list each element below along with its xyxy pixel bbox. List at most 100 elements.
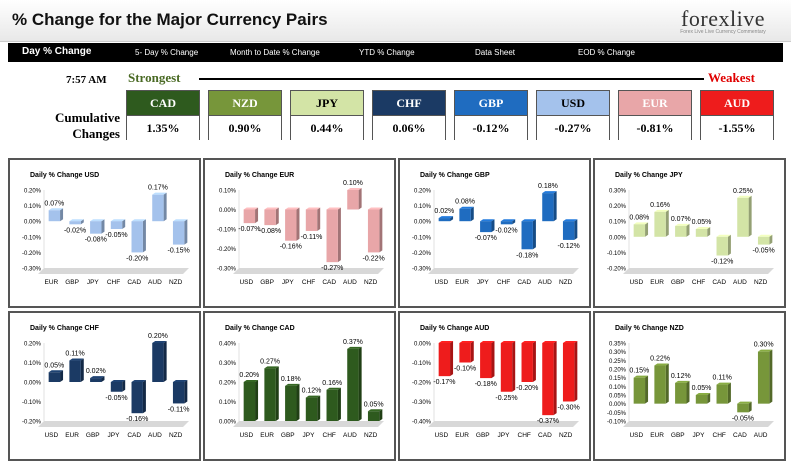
data-label: 0.12% <box>302 388 322 395</box>
x-tick-label: GBP <box>281 432 295 439</box>
chart-title: Daily % Change CHF <box>30 325 100 332</box>
x-tick-label: GBP <box>671 432 685 439</box>
chart-floor <box>428 268 579 274</box>
tab-5day-change[interactable]: 5- Day % Change <box>135 48 199 57</box>
bar-top <box>562 341 578 343</box>
x-tick-label: USD <box>629 432 643 439</box>
bar-side <box>512 341 516 392</box>
y-tick-label: 0.00% <box>219 420 237 426</box>
logo-subtitle: Forex Live Live Currency Commentary <box>680 29 766 35</box>
bar-nzd <box>562 343 575 402</box>
y-tick-label: -0.10% <box>412 235 432 241</box>
bar-side <box>275 207 279 226</box>
x-tick-label: EUR <box>650 432 664 439</box>
forexlive-logo[interactable]: forexlive Forex Live Live Currency Comme… <box>673 6 773 36</box>
bar-usd <box>438 343 451 377</box>
currency-box-usd: USD -0.27% <box>536 90 610 140</box>
bar-top <box>737 401 752 404</box>
bar-side <box>379 409 383 421</box>
bar-top <box>542 191 557 194</box>
bar-side <box>450 341 454 377</box>
data-label: 0.30% <box>754 342 774 349</box>
data-label: 0.27% <box>260 358 280 365</box>
bar-side <box>80 219 84 225</box>
bar-usd <box>633 224 646 237</box>
tab-month-to-date[interactable]: Month to Date % Change <box>230 48 320 57</box>
x-tick-label: USD <box>434 279 448 286</box>
x-tick-label: CHF <box>692 279 705 286</box>
chart-floor <box>233 268 384 274</box>
y-tick-label: -0.30% <box>22 267 42 273</box>
y-tick-label: -0.10% <box>607 251 627 257</box>
y-tick-label: 0.00% <box>609 235 627 241</box>
bar-aud <box>152 194 164 222</box>
bar-eur <box>69 360 81 382</box>
x-tick-label: EUR <box>650 279 664 286</box>
y-tick-label: 0.20% <box>609 204 627 210</box>
bar-top <box>285 383 300 386</box>
x-tick-label: CHF <box>302 279 315 286</box>
tab-day-change[interactable]: Day % Change <box>22 46 92 57</box>
bar-top <box>152 192 167 195</box>
x-tick-label: CHF <box>713 432 726 439</box>
bar-chf <box>305 209 318 231</box>
chart-svg: Daily % Change JPY 0.30% 0.20% 0.10% 0.00% -0… <box>607 172 775 286</box>
y-tick-label: 0.05% <box>609 394 627 400</box>
tab-data-sheet[interactable]: Data Sheet <box>475 48 516 57</box>
bar-gbp <box>90 378 102 382</box>
tab-eod-change[interactable]: EOD % Change <box>578 48 635 57</box>
bar-eur <box>459 343 471 363</box>
currency-value: -0.27% <box>537 115 609 140</box>
bar-aud <box>757 351 770 404</box>
bar-side <box>358 346 362 421</box>
bar-top <box>716 382 731 385</box>
logo-text: forexlive <box>681 6 765 31</box>
y-tick-label: 0.10% <box>219 189 237 195</box>
data-label: 0.11% <box>65 351 84 358</box>
bar-cad <box>521 221 533 250</box>
currency-value: -0.12% <box>455 115 527 140</box>
bar-side <box>296 207 300 241</box>
bar-side <box>645 375 649 404</box>
y-tick-label: -0.20% <box>607 267 627 273</box>
bar-side <box>665 209 669 237</box>
bar-top <box>69 358 84 361</box>
bar-top <box>131 219 146 222</box>
bar-nzd <box>172 221 185 245</box>
bar-cad <box>737 403 749 413</box>
data-label: -0.16% <box>126 416 148 423</box>
y-tick-label: 0.30% <box>609 189 627 195</box>
data-label: -0.08% <box>85 237 107 244</box>
y-tick-label: -0.10% <box>22 235 42 241</box>
x-tick-label: EUR <box>260 432 274 439</box>
x-tick-label: AUD <box>754 432 768 439</box>
y-tick-label: 0.35% <box>609 342 627 348</box>
tab-ytd-change[interactable]: YTD % Change <box>359 48 415 57</box>
bar-top <box>500 341 516 343</box>
data-label: 0.16% <box>650 202 670 209</box>
currency-box-cad: CAD 1.35% <box>126 90 200 140</box>
chart-floor <box>233 421 384 427</box>
bar-gbp <box>675 225 687 237</box>
data-label: -0.12% <box>711 259 733 266</box>
x-tick-label: AUD <box>148 279 162 286</box>
x-tick-label: EUR <box>455 432 469 439</box>
data-label: 0.11% <box>713 375 732 382</box>
chart-svg: Daily % Change AUD 0.00% -0.10% -0.20% -0.30… <box>412 325 580 439</box>
data-label: 0.37% <box>343 339 363 346</box>
bar-top <box>459 206 474 209</box>
x-tick-label: AUD <box>148 432 162 439</box>
x-tick-label: CHF <box>518 432 531 439</box>
bar-top <box>757 234 773 237</box>
data-label: 0.15% <box>629 368 649 375</box>
bar-cad <box>716 236 728 256</box>
data-label: -0.27% <box>321 265 343 272</box>
data-label: 0.02% <box>434 208 454 215</box>
x-tick-label: GBP <box>671 279 685 286</box>
bar-cad <box>326 209 338 263</box>
bar-cad <box>542 343 554 416</box>
x-tick-label: NZD <box>754 279 768 286</box>
currency-name: GBP <box>455 91 527 115</box>
bar-cad <box>131 382 143 414</box>
data-label: -0.11% <box>301 234 323 241</box>
